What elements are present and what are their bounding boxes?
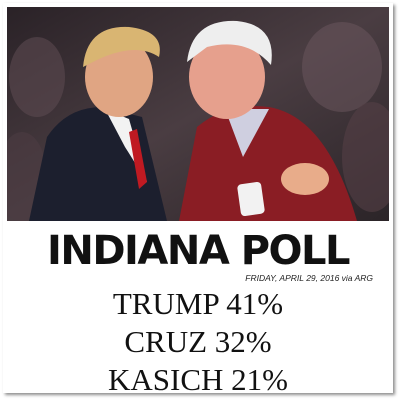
poll-result-row: TRUMP 41%	[112, 286, 284, 321]
poll-result-row: KASICH 21%	[108, 362, 288, 393]
poll-title: INDIANA POLL	[46, 228, 351, 274]
poll-graphic: INDIANA POLL FRIDAY, APRIL 29, 2016 via …	[3, 3, 393, 393]
photo-two-men-embracing-icon	[7, 7, 389, 221]
rally-photo	[7, 7, 389, 221]
poll-result-row: CRUZ 32%	[124, 324, 272, 359]
poll-results-list: TRUMP 41% CRUZ 32% KASICH 21%	[3, 285, 393, 393]
poll-date-line: FRIDAY, APRIL 29, 2016 via ARG	[245, 273, 373, 283]
